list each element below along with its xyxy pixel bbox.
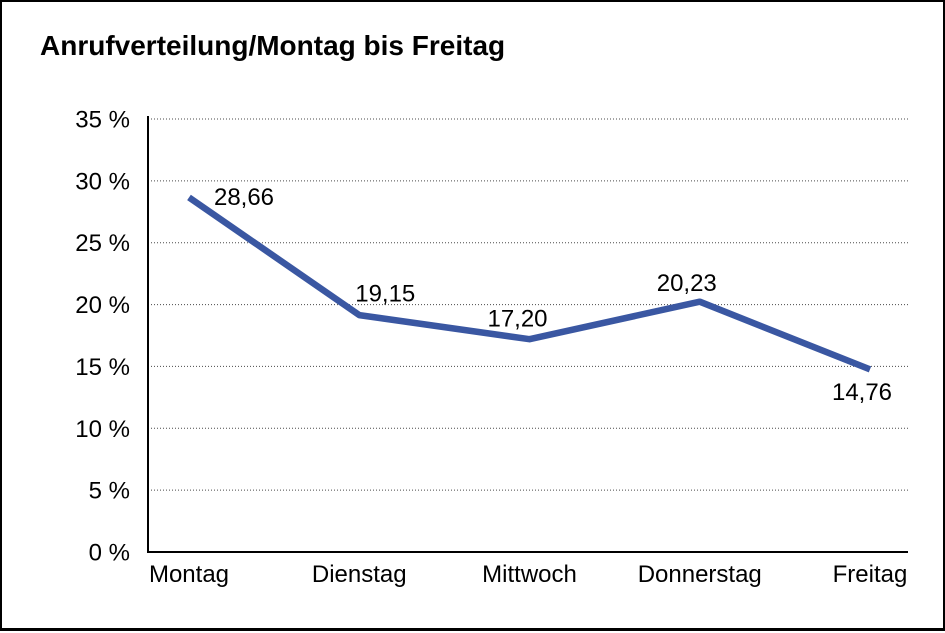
y-axis-tick-label: 10 %	[75, 416, 130, 443]
y-axis-tick-label: 0 %	[89, 540, 130, 567]
y-axis-tick-label: 25 %	[75, 230, 130, 257]
data-point-label: 28,66	[214, 184, 274, 211]
y-axis-tick-label: 20 %	[75, 292, 130, 319]
x-axis-label: Dienstag	[312, 561, 407, 588]
data-point-label: 17,20	[487, 306, 547, 333]
data-point-label: 14,76	[832, 379, 892, 406]
data-point-label: 20,23	[657, 270, 717, 297]
x-axis-label: Mittwoch	[482, 561, 577, 588]
data-point-label: 19,15	[355, 281, 415, 308]
x-axis-label: Freitag	[833, 561, 908, 588]
chart-title: Anrufverteilung/Montag bis Freitag	[40, 30, 506, 61]
data-line	[187, 194, 872, 373]
y-axis-tick-label: 15 %	[75, 354, 130, 381]
x-axis-label: Donnerstag	[638, 561, 762, 588]
y-axis-tick-label: 30 %	[75, 168, 130, 195]
y-axis-tick-label: 35 %	[75, 107, 130, 134]
y-axis-tick-label: 5 %	[89, 478, 130, 505]
x-axis-label: Montag	[149, 561, 229, 588]
